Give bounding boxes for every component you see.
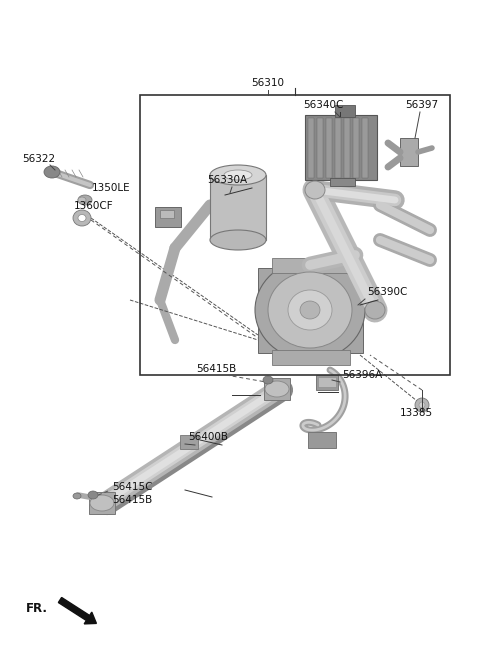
Ellipse shape — [73, 493, 81, 499]
Bar — [258, 268, 363, 353]
Text: 56330A: 56330A — [207, 175, 247, 185]
Text: 56400B: 56400B — [188, 432, 228, 442]
Bar — [362, 118, 368, 178]
Ellipse shape — [210, 165, 266, 185]
Bar — [272, 258, 350, 273]
Text: 56415C: 56415C — [112, 482, 153, 492]
Text: 56415B: 56415B — [196, 364, 236, 374]
Bar — [308, 432, 336, 448]
Ellipse shape — [288, 290, 332, 330]
Bar — [89, 492, 115, 514]
Ellipse shape — [365, 301, 385, 319]
FancyArrow shape — [59, 598, 96, 624]
Text: 1360CF: 1360CF — [74, 201, 114, 211]
Bar — [308, 118, 314, 178]
Ellipse shape — [73, 210, 91, 226]
Bar — [316, 375, 338, 390]
Ellipse shape — [265, 381, 289, 397]
Ellipse shape — [263, 376, 273, 384]
Text: 1350LE: 1350LE — [92, 183, 131, 193]
Text: 56340C: 56340C — [303, 100, 343, 110]
Text: 13385: 13385 — [400, 408, 433, 418]
Bar — [272, 350, 350, 365]
Ellipse shape — [78, 197, 86, 203]
Ellipse shape — [44, 166, 60, 178]
Ellipse shape — [255, 260, 365, 360]
Bar — [344, 118, 350, 178]
Text: 56396A: 56396A — [342, 370, 382, 380]
Text: FR.: FR. — [26, 602, 48, 615]
Bar — [210, 175, 266, 240]
Ellipse shape — [300, 301, 320, 319]
Bar — [155, 207, 181, 227]
Bar — [180, 435, 198, 449]
Bar — [305, 115, 377, 180]
Bar — [335, 105, 355, 117]
Bar — [318, 377, 336, 387]
Text: 56415B: 56415B — [112, 495, 152, 505]
Ellipse shape — [88, 491, 98, 499]
Ellipse shape — [78, 195, 92, 205]
Ellipse shape — [224, 170, 252, 180]
Bar — [335, 118, 341, 178]
Bar — [330, 178, 355, 186]
Ellipse shape — [305, 181, 325, 199]
Ellipse shape — [415, 398, 429, 412]
Bar — [400, 138, 418, 166]
Bar — [140, 95, 450, 375]
Ellipse shape — [210, 230, 266, 250]
Text: 56322: 56322 — [22, 154, 55, 164]
Text: 56390C: 56390C — [367, 287, 408, 297]
Text: 56397: 56397 — [405, 100, 438, 110]
Bar — [160, 210, 174, 218]
Bar — [264, 378, 290, 400]
Ellipse shape — [90, 495, 114, 511]
Ellipse shape — [419, 402, 425, 408]
Bar — [353, 118, 359, 178]
Bar — [326, 118, 332, 178]
Bar — [317, 118, 323, 178]
Ellipse shape — [78, 215, 86, 222]
Ellipse shape — [268, 272, 352, 348]
Text: 56310: 56310 — [252, 78, 285, 88]
